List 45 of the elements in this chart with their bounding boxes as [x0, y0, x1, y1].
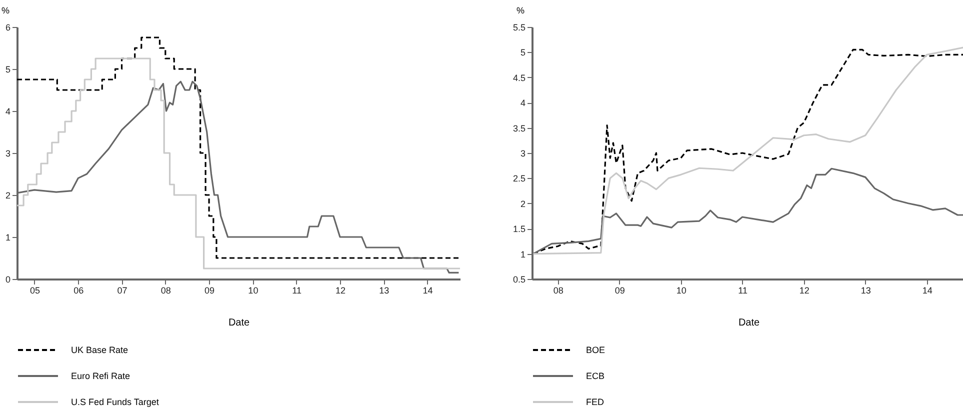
x-tick-label: 12	[335, 286, 346, 296]
x-tick-label: 14	[422, 286, 433, 296]
y-tick-label: 3.5	[512, 123, 526, 134]
y-tick-label: 4	[5, 106, 10, 116]
y-tick-label: 2	[520, 198, 526, 209]
y-tick-label: 2.5	[512, 174, 526, 184]
legend-label: Euro Refi Rate	[71, 371, 130, 381]
legend-label: FED	[586, 397, 604, 407]
x-axis-title: Date	[738, 318, 760, 328]
x-tick-label: 13	[379, 286, 390, 296]
y-tick-label: 6	[5, 22, 10, 32]
y-tick-label: 0.5	[512, 274, 526, 284]
legend-label: BOE	[586, 345, 606, 355]
x-tick-label: 08	[553, 286, 564, 296]
x-tick-label: 11	[292, 286, 302, 296]
y-tick-label: 4.5	[512, 72, 526, 83]
y-tick-label: 2	[5, 190, 10, 200]
y-tick-label: 0	[5, 274, 10, 284]
x-axis-title: Date	[228, 318, 250, 328]
x-tick-label: 12	[799, 286, 810, 296]
x-tick-label: 06	[74, 286, 84, 296]
x-tick-label: 09	[204, 286, 215, 296]
y-tick-label: 1	[520, 249, 526, 260]
x-tick-label: 11	[738, 286, 748, 296]
y-tick-label: 5	[5, 64, 10, 74]
x-tick-label: 08	[160, 286, 171, 296]
x-tick-label: 10	[248, 286, 258, 296]
y-tick-label: 4	[520, 98, 526, 108]
x-tick-label: 05	[30, 286, 40, 296]
x-tick-label: 10	[676, 286, 686, 296]
y-tick-label: 3	[5, 148, 10, 158]
x-tick-label: 13	[860, 286, 871, 296]
y-axis-title: %	[516, 6, 524, 16]
legend-label: U.S Fed Funds Target	[71, 397, 160, 407]
y-axis-title: %	[1, 6, 10, 16]
y-tick-label: 1.5	[512, 224, 526, 234]
y-tick-label: 3	[520, 148, 526, 158]
legend-label: ECB	[586, 371, 605, 381]
x-tick-label: 14	[922, 286, 932, 296]
x-tick-label: 07	[117, 286, 128, 296]
x-tick-label: 09	[614, 286, 625, 296]
y-tick-label: 5.5	[512, 22, 526, 32]
y-tick-label: 1	[5, 232, 10, 242]
legend-label: UK Base Rate	[71, 345, 128, 355]
y-tick-label: 5	[520, 48, 526, 58]
